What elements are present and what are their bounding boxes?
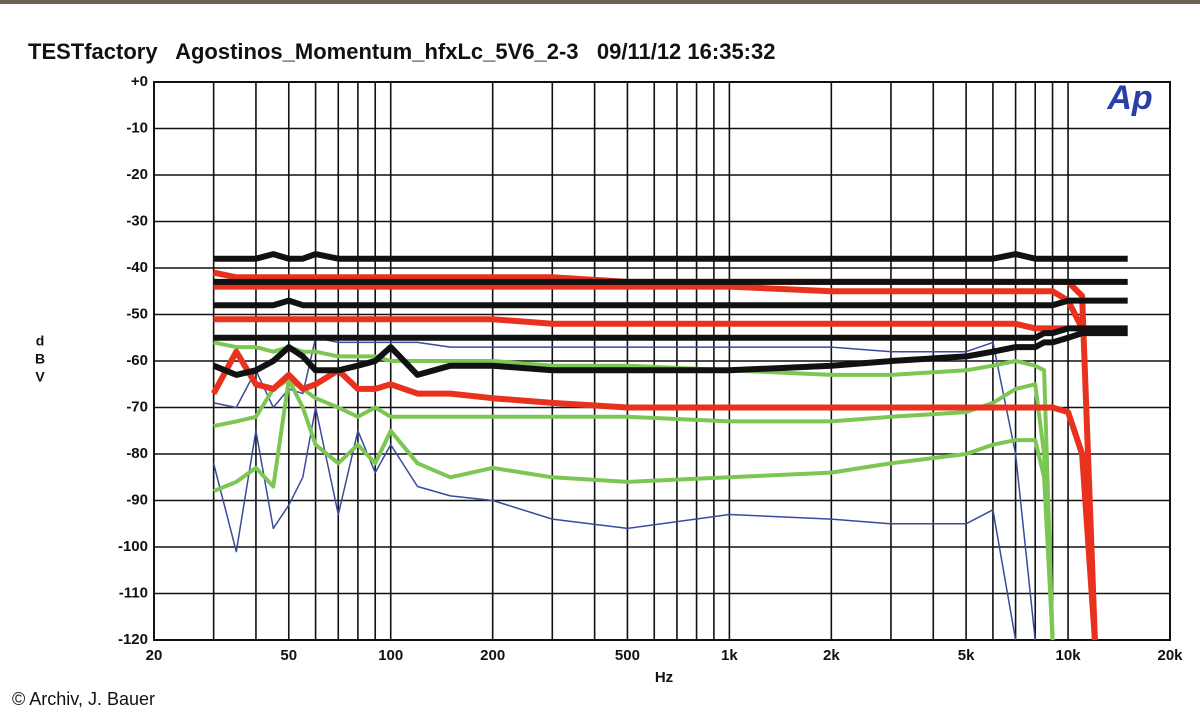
y-tick-label: -120 <box>118 631 148 648</box>
x-tick-label: 100 <box>378 647 403 664</box>
y-tick-label: -40 <box>126 259 148 276</box>
chart-title: TESTfactory Agostinos_Momentum_hfxLc_5V6… <box>28 39 775 64</box>
y-tick-label: +0 <box>131 73 148 90</box>
series-line <box>212 377 1055 641</box>
y-axis-label: d <box>36 333 45 349</box>
x-tick-label: 5k <box>958 647 975 664</box>
credit: © Archiv, J. Bauer <box>12 689 155 709</box>
x-tick-label: 50 <box>280 647 297 664</box>
x-tick-label: 2k <box>823 647 840 664</box>
series-line <box>213 340 1055 641</box>
series-line <box>213 337 1036 641</box>
series-line <box>210 348 1098 641</box>
y-axis-label: B <box>35 351 45 367</box>
series-line <box>212 406 1017 641</box>
y-tick-label: -110 <box>119 584 148 601</box>
x-tick-label: 200 <box>480 647 505 664</box>
y-tick-label: -50 <box>126 305 148 322</box>
series-line <box>213 283 1085 330</box>
y-tick-label: -10 <box>126 119 148 136</box>
series-line <box>213 251 1128 262</box>
y-tick-label: -100 <box>118 538 148 555</box>
x-tick-label: 20 <box>146 647 163 664</box>
logo: Ap <box>1106 79 1152 117</box>
plot-frame <box>153 81 1171 641</box>
top-border <box>0 0 1200 4</box>
y-tick-label: -90 <box>126 491 148 508</box>
y-tick-label: -30 <box>126 212 148 229</box>
x-axis-label: Hz <box>655 669 673 686</box>
x-tick-label: 500 <box>615 647 640 664</box>
series-line <box>213 316 1069 332</box>
y-tick-label: -20 <box>126 166 148 183</box>
y-axis-label: V <box>35 369 45 385</box>
series-line <box>212 330 1128 378</box>
x-tick-label: 1k <box>721 647 738 664</box>
series-line <box>213 325 1128 341</box>
x-tick-label: 10k <box>1056 647 1082 664</box>
x-tick-label: 20k <box>1157 647 1183 664</box>
y-tick-label: -70 <box>126 398 148 415</box>
y-tick-label: -80 <box>126 445 148 462</box>
series-line <box>213 297 1128 309</box>
y-tick-label: -60 <box>126 352 148 369</box>
